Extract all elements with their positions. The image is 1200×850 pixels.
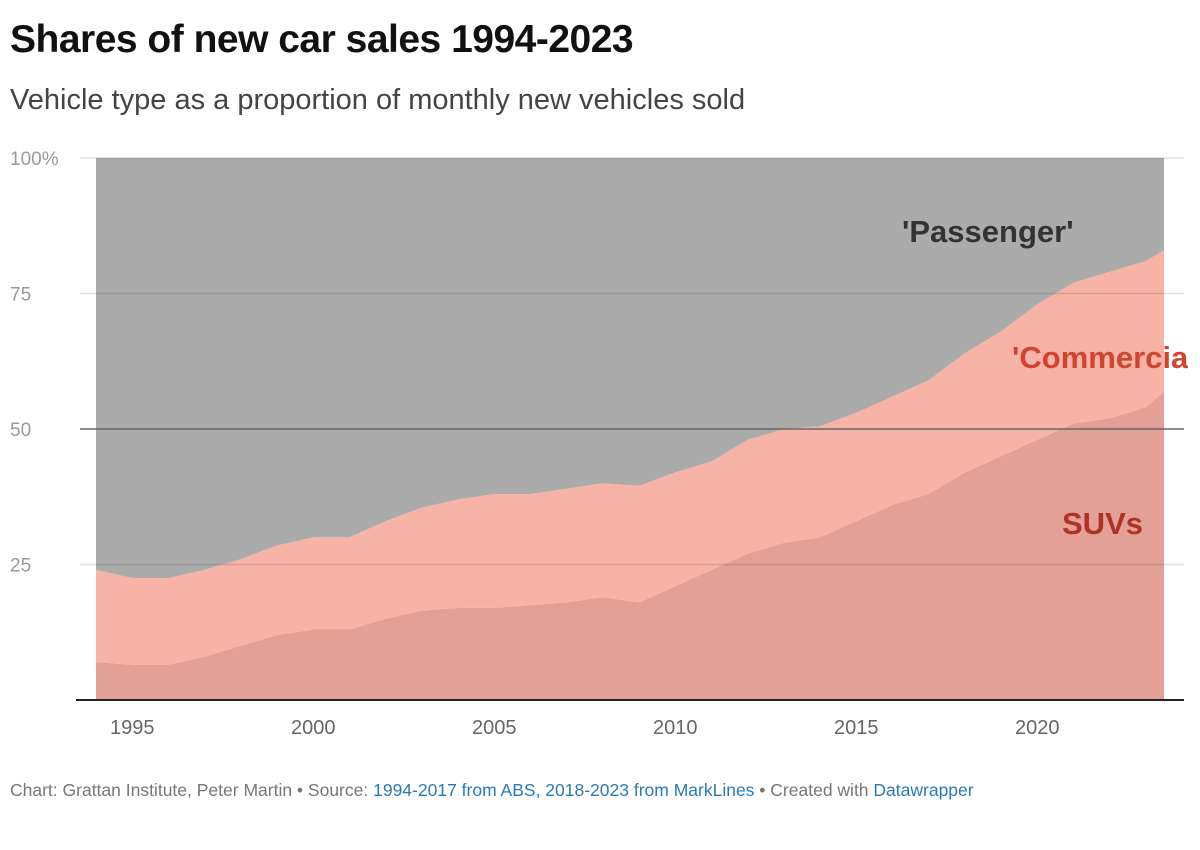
source-link[interactable]: 1994-2017 from ABS, 2018-2023 from MarkL…: [373, 780, 755, 800]
chart-gridlines: [76, 157, 1184, 701]
x-tick-label: 1995: [110, 717, 155, 739]
passenger-area: [96, 158, 1164, 578]
chart-subtitle: Vehicle type as a proportion of monthly …: [10, 84, 746, 116]
series-labels: 'Passenger' 'Commercial' SUVs: [902, 214, 1200, 541]
footer-separator: •: [292, 780, 308, 800]
x-axis-ticks: 1995 2000 2005 2010 2015 2020: [110, 717, 1060, 739]
suv-label: SUVs: [1062, 506, 1143, 541]
source-label: Source:: [307, 780, 374, 800]
chart-credit: Chart: Grattan Institute, Peter Martin: [10, 780, 293, 800]
x-tick-label: 2010: [653, 717, 698, 739]
chart-title: Shares of new car sales 1994-2023: [10, 18, 634, 61]
y-tick-label: 75: [10, 285, 31, 306]
footer-separator-2: •: [754, 780, 771, 800]
datawrapper-link[interactable]: Datawrapper: [873, 780, 974, 800]
chart-footer: Chart: Grattan Institute, Peter Martin •…: [10, 780, 974, 801]
y-tick-label: 25: [10, 556, 31, 577]
chart-areas: [96, 158, 1164, 700]
y-axis-ticks: 100% 75 50 25: [10, 149, 59, 577]
x-tick-label: 2000: [291, 717, 336, 739]
x-tick-label: 2005: [472, 717, 517, 739]
x-tick-label: 2020: [1015, 717, 1060, 739]
area-chart: 100% 75 50 25 1995 2000 2005 2010 2015 2020 'Pas…: [10, 149, 1200, 739]
y-tick-label: 100%: [10, 149, 59, 170]
commercial-label: 'Commercial': [1012, 340, 1200, 375]
created-with-label: Created with: [770, 780, 874, 800]
x-tick-label: 2015: [834, 717, 879, 739]
suv-area: [96, 391, 1164, 700]
y-tick-label: 50: [10, 420, 31, 441]
commercial-area: [96, 250, 1164, 665]
passenger-label: 'Passenger': [902, 214, 1074, 249]
